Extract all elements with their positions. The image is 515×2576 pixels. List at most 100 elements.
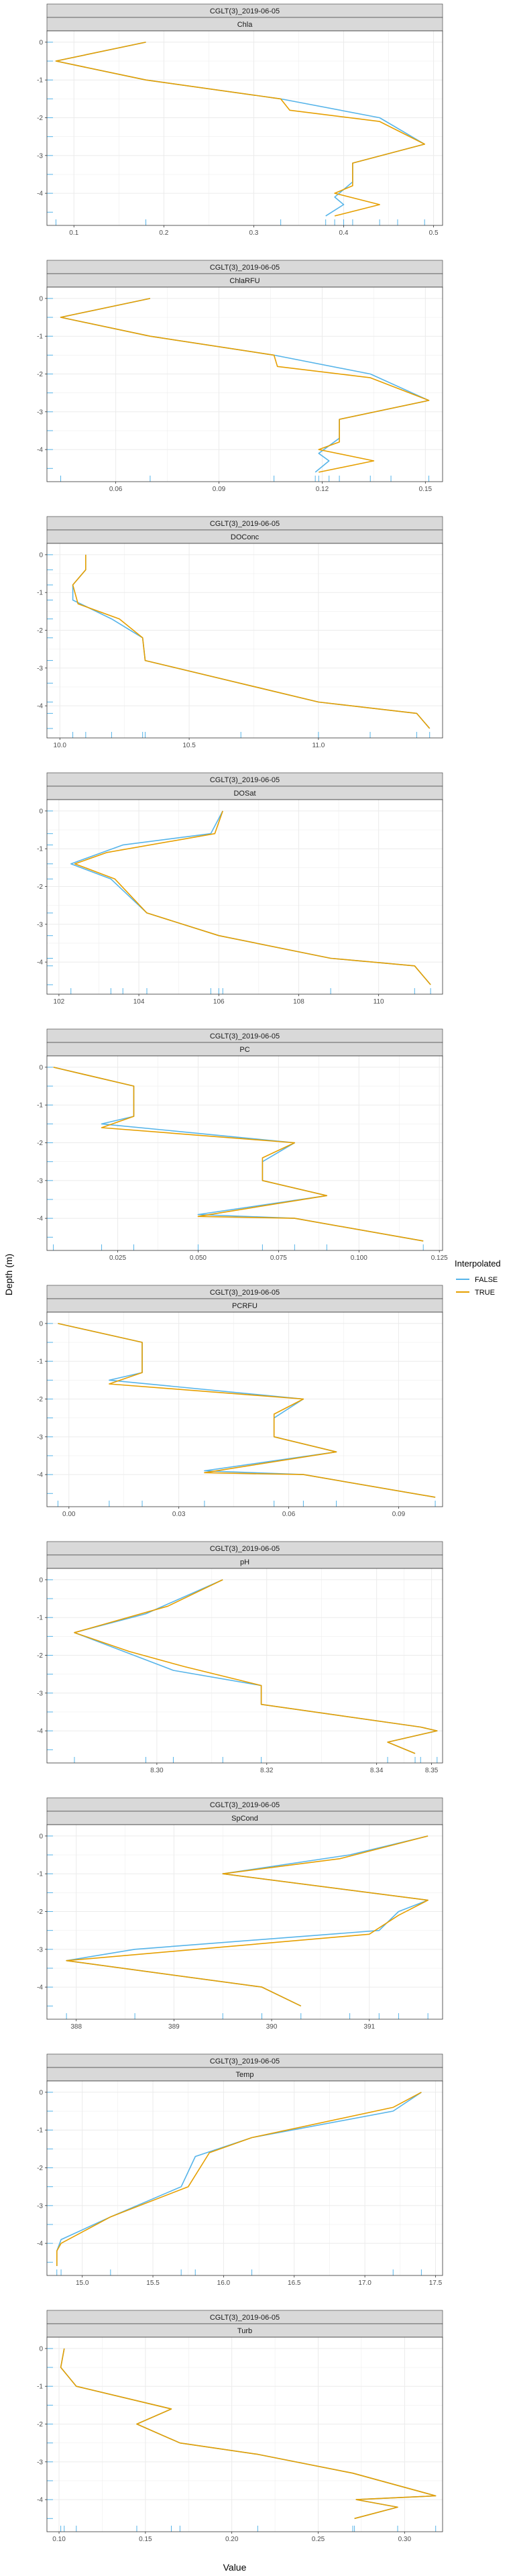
strip-bottom-label: pH xyxy=(240,1558,249,1566)
series-line-true xyxy=(56,2092,422,2266)
y-tick-label: 0 xyxy=(39,2089,43,2096)
x-tick-label: 0.4 xyxy=(339,229,349,237)
x-tick-label: 8.30 xyxy=(150,1767,164,1774)
x-tick-label: 0.10 xyxy=(52,2536,66,2543)
y-tick-label: -1 xyxy=(37,1102,43,1110)
series-line-true xyxy=(60,2348,437,2520)
panel-background xyxy=(47,800,443,994)
x-tick-label: 0.5 xyxy=(429,229,439,237)
legend-label-true: TRUE xyxy=(475,1289,495,1297)
x-tick-label: 0.06 xyxy=(282,1511,296,1518)
strip-bottom-label: DOSat xyxy=(233,790,255,798)
panel-background xyxy=(47,2081,443,2275)
x-tick-label: 0.1 xyxy=(69,229,78,237)
x-tick-label: 11.0 xyxy=(312,742,325,749)
panel-border xyxy=(46,543,443,739)
strip-bottom-label: Turb xyxy=(237,2327,252,2335)
strip-top-label: CGLT(3)_2019-06-05 xyxy=(210,1545,280,1553)
y-tick-label: 0 xyxy=(39,1320,43,1328)
x-tick-label: 17.0 xyxy=(358,2279,371,2287)
y-tick-label: -1 xyxy=(37,2127,43,2135)
y-tick-label: -3 xyxy=(37,409,43,416)
y-tick-label: -2 xyxy=(37,2421,43,2428)
series-line-true xyxy=(53,1067,424,1242)
x-tick-label: 108 xyxy=(293,998,304,1006)
panel-border xyxy=(46,1568,443,1764)
x-tick-label: 8.32 xyxy=(260,1767,274,1774)
x-tick-label: 0.15 xyxy=(139,2536,152,2543)
y-tick-label: -2 xyxy=(37,1396,43,1403)
panel-background xyxy=(47,31,443,225)
y-tick-label: -4 xyxy=(37,2241,43,2248)
legend-label-false: FALSE xyxy=(475,1276,498,1284)
y-tick-label: -4 xyxy=(37,191,43,198)
y-tick-label: 0 xyxy=(39,1064,43,1071)
y-tick-label: 0 xyxy=(39,808,43,815)
y-tick-label: -1 xyxy=(37,1871,43,1878)
panel-border xyxy=(46,2080,443,2276)
panel-background xyxy=(47,2337,443,2532)
x-tick-label: 0.00 xyxy=(62,1511,76,1518)
facet-spcond: CGLT(3)_2019-06-05 SpCond 388 389 390 391 0 -1 -… xyxy=(37,1797,443,2031)
y-tick-label: -4 xyxy=(37,1216,43,1223)
facet-pcrfu: CGLT(3)_2019-06-05 PCRFU 0.00 0.03 0.06 0.09 0… xyxy=(37,1285,443,1518)
y-tick-label: -4 xyxy=(37,1728,43,1735)
panel-border xyxy=(46,799,443,995)
panel-border xyxy=(46,1824,443,2020)
y-tick-label: -2 xyxy=(37,1909,43,1916)
panel-background xyxy=(47,1312,443,1507)
y-tick-label: 0 xyxy=(39,551,43,559)
y-tick-label: -3 xyxy=(37,1177,43,1185)
x-tick-label: 0.25 xyxy=(312,2536,325,2543)
x-tick-label: 0.20 xyxy=(225,2536,239,2543)
y-tick-label: 0 xyxy=(39,1833,43,1840)
strip-top-label: CGLT(3)_2019-06-05 xyxy=(210,520,280,528)
strip-top-label: CGLT(3)_2019-06-05 xyxy=(210,7,280,15)
y-tick-label: -1 xyxy=(37,1615,43,1622)
x-tick-label: 10.5 xyxy=(182,742,196,749)
x-tick-label: 0.3 xyxy=(249,229,258,237)
y-tick-label: -2 xyxy=(37,115,43,122)
strip-bottom-label: PCRFU xyxy=(232,1302,258,1310)
panel-border xyxy=(46,1311,443,1507)
y-tick-label: 0 xyxy=(39,295,43,303)
y-tick-label: -4 xyxy=(37,1984,43,1992)
strip-top-label: CGLT(3)_2019-06-05 xyxy=(210,1801,280,1809)
y-tick-label: -3 xyxy=(37,1434,43,1441)
x-tick-label: 15.5 xyxy=(146,2279,160,2287)
strip-top-label: CGLT(3)_2019-06-05 xyxy=(210,776,280,784)
facet-chla: CGLT(3)_2019-06-05 Chla 0.1 0.2 0.3 0.4 0.5 0 -1… xyxy=(37,3,443,237)
y-tick-label: -3 xyxy=(37,665,43,672)
strip-top-label: CGLT(3)_2019-06-05 xyxy=(210,264,280,272)
series-line-true xyxy=(66,1835,428,2007)
y-tick-label: -1 xyxy=(37,77,43,85)
panel-background xyxy=(47,1056,443,1250)
panel-background xyxy=(47,1825,443,2019)
panel-background xyxy=(47,543,443,738)
y-tick-label: -1 xyxy=(37,590,43,597)
y-tick-label: -3 xyxy=(37,1690,43,1697)
series-line-false xyxy=(56,2092,422,2266)
x-tick-label: 8.34 xyxy=(370,1767,384,1774)
y-tick-label: -2 xyxy=(37,627,43,635)
facet-temp: CGLT(3)_2019-06-05 Temp 15.0 15.5 16.0 16.5 17… xyxy=(37,2053,443,2287)
facet-panels: CGLT(3)_2019-06-05 Chla 0.1 0.2 0.3 0.4 0.5 0 -1… xyxy=(37,3,448,2543)
y-tick-label: 0 xyxy=(39,2345,43,2353)
strip-bottom-label: Chla xyxy=(237,21,253,29)
x-tick-label: 102 xyxy=(54,998,65,1006)
y-tick-label: -3 xyxy=(37,921,43,928)
x-tick-label: 0.09 xyxy=(392,1511,406,1518)
x-tick-label: 15.0 xyxy=(76,2279,89,2287)
x-tick-label: 0.06 xyxy=(109,486,123,493)
x-tick-label: 0.09 xyxy=(213,486,226,493)
y-tick-label: 0 xyxy=(39,1576,43,1584)
y-axis-label: Depth (m) xyxy=(3,1254,14,1295)
x-axis-label: Value xyxy=(223,2562,247,2573)
x-tick-label: 0.12 xyxy=(316,486,329,493)
y-tick-label: -2 xyxy=(37,1140,43,1147)
y-tick-label: -4 xyxy=(37,703,43,710)
strip-top-label: CGLT(3)_2019-06-05 xyxy=(210,1289,280,1297)
y-tick-label: -3 xyxy=(37,152,43,160)
x-tick-label: 106 xyxy=(213,998,225,1006)
